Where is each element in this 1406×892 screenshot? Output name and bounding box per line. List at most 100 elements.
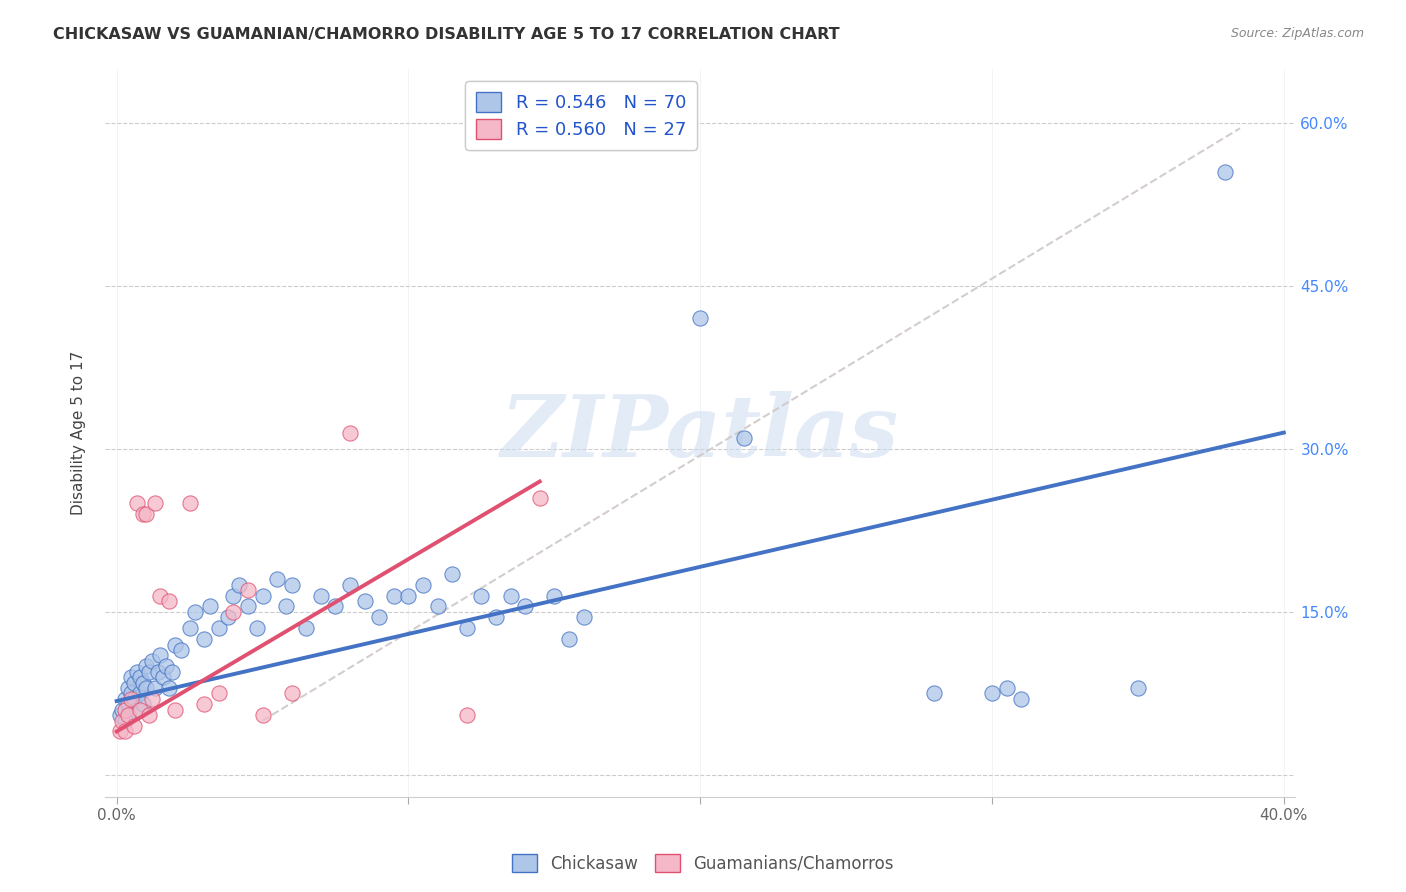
Point (120, 670, 142, 684)
Point (309, 589, 332, 603)
Point (198, 599, 221, 614)
Point (193, 698, 215, 712)
Point (499, 589, 522, 603)
Point (122, 691, 145, 706)
Point (325, 599, 347, 614)
Point (155, 659, 177, 673)
Point (274, 599, 297, 614)
Point (120, 691, 142, 706)
Point (236, 599, 259, 614)
Point (157, 681, 180, 695)
Point (412, 578, 434, 592)
Point (1126, 681, 1149, 695)
Point (689, 311, 711, 326)
Point (339, 425, 361, 440)
Point (1215, 165, 1237, 179)
Point (208, 686, 231, 700)
Point (208, 621, 231, 635)
Text: ZIPatlas: ZIPatlas (501, 391, 900, 475)
Point (396, 589, 419, 603)
Point (252, 708, 274, 723)
Point (157, 594, 180, 608)
Point (129, 686, 152, 700)
Point (111, 714, 134, 728)
Point (236, 583, 259, 598)
Point (733, 431, 755, 445)
Point (266, 572, 288, 586)
Point (426, 599, 449, 614)
Point (114, 691, 136, 706)
Point (184, 605, 207, 619)
Point (132, 675, 155, 690)
Point (368, 610, 391, 624)
Point (143, 681, 166, 695)
Point (179, 621, 201, 635)
Point (228, 578, 250, 592)
Point (127, 665, 149, 679)
Point (193, 632, 215, 646)
Point (163, 703, 186, 717)
Point (135, 507, 157, 521)
Point (515, 599, 537, 614)
Point (441, 566, 464, 581)
Point (117, 681, 139, 695)
Point (572, 610, 595, 624)
Point (280, 686, 302, 700)
Point (163, 638, 186, 652)
Point (135, 681, 157, 695)
Point (470, 589, 492, 603)
Point (217, 610, 239, 624)
Point (138, 708, 160, 723)
Point (127, 703, 149, 717)
Point (111, 703, 134, 717)
Point (108, 724, 131, 739)
Point (127, 496, 149, 510)
Point (117, 698, 139, 712)
Point (149, 589, 172, 603)
Point (146, 665, 169, 679)
Point (132, 507, 155, 521)
Point (246, 621, 269, 635)
Point (117, 708, 139, 723)
Point (353, 594, 375, 608)
Point (543, 589, 565, 603)
Point (179, 496, 201, 510)
Point (981, 686, 1004, 700)
Point (108, 708, 131, 723)
Point (122, 719, 145, 733)
Point (1010, 691, 1032, 706)
Y-axis label: Disability Age 5 to 17: Disability Age 5 to 17 (72, 351, 86, 515)
Point (922, 686, 945, 700)
Point (132, 698, 155, 712)
Point (222, 589, 245, 603)
Point (485, 610, 508, 624)
Point (456, 708, 478, 723)
Point (149, 648, 172, 663)
Text: CHICKASAW VS GUAMANIAN/CHAMORRO DISABILITY AGE 5 TO 17 CORRELATION CHART: CHICKASAW VS GUAMANIAN/CHAMORRO DISABILI… (53, 27, 839, 42)
Point (129, 670, 152, 684)
Point (129, 703, 152, 717)
Point (558, 632, 581, 646)
Point (135, 659, 157, 673)
Point (252, 589, 274, 603)
Point (120, 686, 142, 700)
Point (529, 491, 551, 505)
Legend: Chickasaw, Guamanians/Chamorros: Chickasaw, Guamanians/Chamorros (506, 847, 900, 880)
Point (138, 665, 160, 679)
Point (122, 675, 145, 690)
Point (114, 714, 136, 728)
Point (141, 691, 163, 706)
Point (295, 621, 318, 635)
Point (339, 578, 361, 592)
Point (456, 621, 478, 635)
Point (160, 665, 183, 679)
Point (141, 654, 163, 668)
Point (143, 496, 166, 510)
Legend: R = 0.546   N = 70, R = 0.560   N = 27: R = 0.546 N = 70, R = 0.560 N = 27 (465, 81, 697, 150)
Point (152, 670, 174, 684)
Point (170, 643, 193, 657)
Point (114, 724, 136, 739)
Point (114, 703, 136, 717)
Text: Source: ZipAtlas.com: Source: ZipAtlas.com (1230, 27, 1364, 40)
Point (382, 589, 405, 603)
